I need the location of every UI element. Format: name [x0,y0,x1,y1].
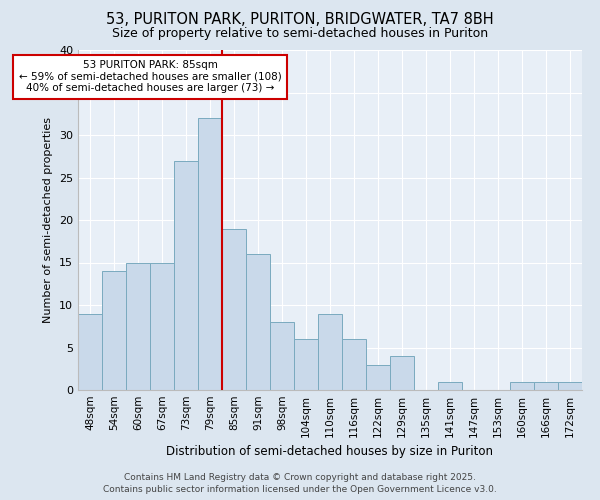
Bar [510,382,534,390]
X-axis label: Distribution of semi-detached houses by size in Puriton: Distribution of semi-detached houses by … [167,446,493,458]
Bar [78,314,102,390]
Bar [438,382,462,390]
Bar [126,262,150,390]
Bar [534,382,558,390]
Bar [390,356,414,390]
Bar [342,339,366,390]
Y-axis label: Number of semi-detached properties: Number of semi-detached properties [43,117,53,323]
Bar [102,271,126,390]
Text: Contains public sector information licensed under the Open Government Licence v3: Contains public sector information licen… [103,485,497,494]
Bar [222,228,246,390]
Bar [558,382,582,390]
Text: 53 PURITON PARK: 85sqm
← 59% of semi-detached houses are smaller (108)
40% of se: 53 PURITON PARK: 85sqm ← 59% of semi-det… [19,60,281,94]
Text: 53, PURITON PARK, PURITON, BRIDGWATER, TA7 8BH: 53, PURITON PARK, PURITON, BRIDGWATER, T… [106,12,494,28]
Bar [318,314,342,390]
Bar [366,364,390,390]
Bar [294,339,318,390]
Text: Contains HM Land Registry data © Crown copyright and database right 2025.: Contains HM Land Registry data © Crown c… [124,472,476,482]
Bar [150,262,174,390]
Bar [174,160,198,390]
Bar [270,322,294,390]
Text: Size of property relative to semi-detached houses in Puriton: Size of property relative to semi-detach… [112,28,488,40]
Bar [198,118,222,390]
Bar [246,254,270,390]
